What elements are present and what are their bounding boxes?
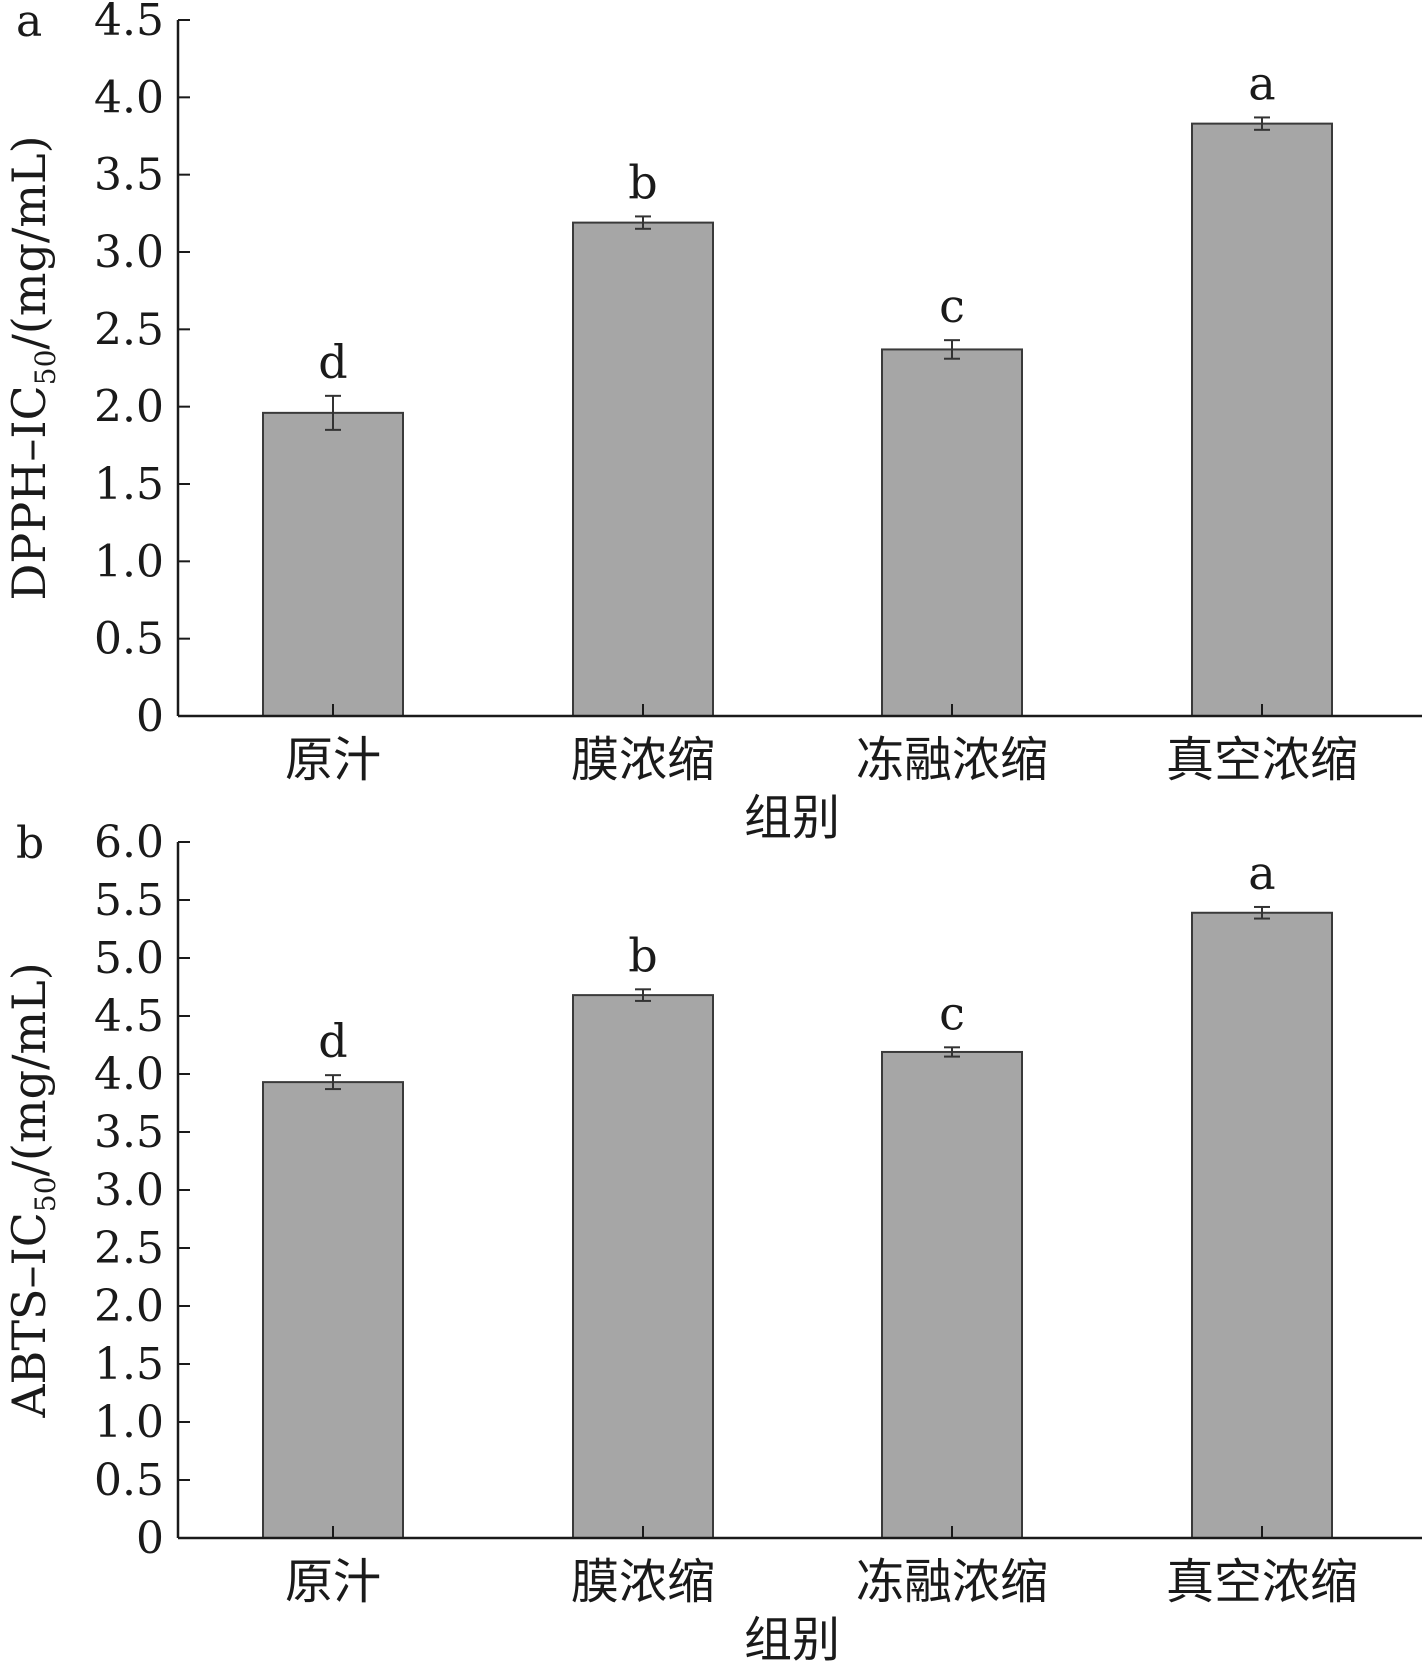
y-tick-label: 1.0 — [94, 536, 164, 587]
y-axis-title: DPPH–IC50/(mg/mL) — [2, 135, 62, 600]
error-bar — [325, 1074, 341, 1091]
x-axis-title: 组别 — [744, 1612, 840, 1668]
y-tick-label: 4.5 — [94, 991, 164, 1042]
chart-panel-a: a d b c a 0 0.5 1.0 1.5 2.0 2.5 3.0 3.5 4.0 4.5 原汁 膜浓缩 冻融… — [2, 0, 1422, 846]
significance-label: c — [939, 986, 965, 1040]
error-bar — [635, 988, 651, 1002]
significance-label: c — [939, 279, 965, 333]
y-tick-label: 3.5 — [94, 1107, 164, 1158]
y-axis-title-main: ABTS–IC — [2, 1212, 56, 1419]
y-tick-label: 2.5 — [94, 1223, 164, 1274]
significance-label: b — [628, 928, 657, 982]
y-tick-label: 0 — [136, 1513, 164, 1564]
y-axis-title-main: DPPH–IC — [2, 385, 56, 600]
y-tick-label: 2.0 — [94, 382, 164, 433]
y-tick-label: 5.5 — [94, 875, 164, 926]
bar — [1191, 122, 1333, 718]
x-tick-label: 膜浓缩 — [571, 1554, 715, 1610]
bar — [572, 994, 714, 1539]
x-tick-label: 原汁 — [285, 1554, 381, 1610]
y-tick-label: 4.0 — [94, 1049, 164, 1100]
x-tick-label: 冻融浓缩 — [856, 1554, 1048, 1610]
y-tick-label: 6.0 — [94, 817, 164, 868]
error-bar — [944, 1046, 960, 1058]
y-tick-label: 1.0 — [94, 1397, 164, 1448]
y-tick-label: 0.5 — [94, 614, 164, 665]
y-tick-label: 2.5 — [94, 304, 164, 355]
y-tick-label: 1.5 — [94, 459, 164, 510]
y-tick-label: 4.5 — [94, 0, 164, 46]
x-tick-label: 真空浓缩 — [1166, 1554, 1358, 1610]
bar — [262, 1081, 404, 1539]
y-axis-title-unit: /(mg/mL) — [2, 135, 56, 349]
x-tick-label: 膜浓缩 — [571, 732, 715, 788]
error-bar — [635, 215, 651, 230]
y-tick-label: 2.0 — [94, 1281, 164, 1332]
x-axis-title: 组别 — [744, 790, 840, 846]
x-tick-label: 真空浓缩 — [1166, 732, 1358, 788]
y-tick-label: 0.5 — [94, 1455, 164, 1506]
significance-label: a — [1248, 846, 1275, 900]
panel-label: b — [16, 818, 44, 869]
y-axis-title-subscript: 50 — [29, 350, 62, 386]
x-tick-label: 冻融浓缩 — [856, 732, 1048, 788]
y-axis-title-subscript: 50 — [29, 1176, 62, 1212]
y-axis-title: ABTS–IC50/(mg/mL) — [2, 962, 62, 1418]
y-axis-title-unit: /(mg/mL) — [2, 962, 56, 1176]
significance-label: a — [1248, 56, 1275, 110]
bar — [262, 411, 404, 717]
bar — [572, 221, 714, 717]
y-tick-label: 4.0 — [94, 72, 164, 123]
bar — [881, 1050, 1023, 1539]
x-tick-label: 原汁 — [285, 732, 381, 788]
error-bar — [1254, 116, 1270, 131]
y-tick-label: 5.0 — [94, 933, 164, 984]
significance-label: d — [318, 335, 347, 389]
chart-panel-b: b d b c a 0 0.5 1.0 1.5 2.0 2.5 3.0 3.5 4.0 4.5 5.0 5.5 6… — [2, 817, 1422, 1668]
significance-label: d — [318, 1014, 347, 1068]
error-bar — [325, 394, 341, 431]
significance-label: b — [628, 155, 657, 209]
panel-label: a — [16, 0, 42, 47]
bar — [881, 348, 1023, 717]
y-tick-label: 1.5 — [94, 1339, 164, 1390]
y-tick-label: 3.0 — [94, 227, 164, 278]
y-tick-label: 3.5 — [94, 150, 164, 201]
error-bar — [944, 339, 960, 360]
error-bar — [1254, 905, 1270, 920]
y-tick-label: 3.0 — [94, 1165, 164, 1216]
y-tick-label: 0 — [136, 691, 164, 742]
bar — [1191, 911, 1333, 1539]
